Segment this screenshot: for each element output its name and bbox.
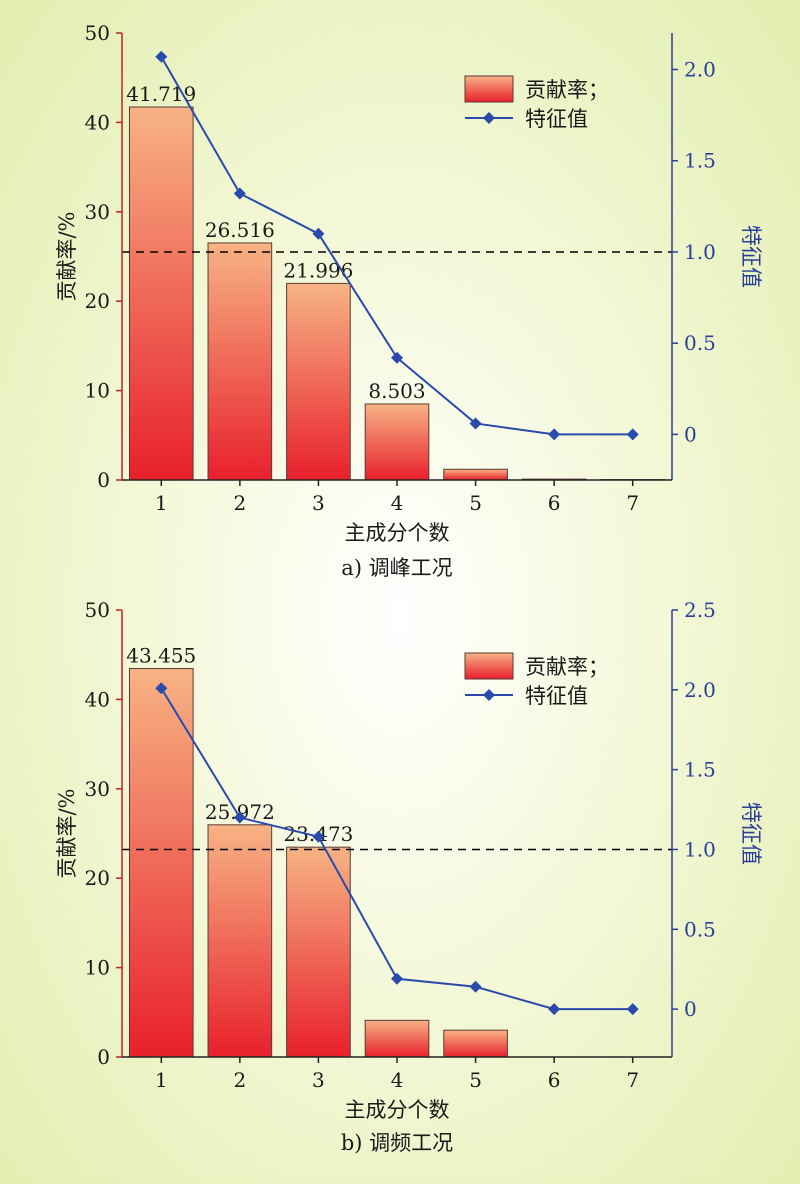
bar bbox=[365, 404, 429, 480]
x-tick-label: 1 bbox=[155, 491, 168, 515]
legend-bar-swatch bbox=[465, 653, 513, 679]
right-tick-label: 0 bbox=[684, 997, 697, 1021]
x-tick-label: 3 bbox=[312, 491, 325, 515]
x-tick-label: 5 bbox=[469, 491, 482, 515]
right-tick-label: 2.5 bbox=[684, 598, 716, 622]
x-tick-label: 4 bbox=[391, 491, 404, 515]
x-tick-label: 3 bbox=[312, 1068, 325, 1092]
legend-line-label: 特征值 bbox=[525, 107, 588, 131]
bar bbox=[287, 283, 351, 480]
legend-bar-label: 贡献率； bbox=[525, 655, 609, 679]
eigenvalue-point bbox=[391, 973, 403, 985]
legend-line-marker bbox=[483, 689, 495, 701]
panel-caption: b) 调频工况 bbox=[341, 1131, 453, 1155]
left-tick-label: 50 bbox=[85, 598, 110, 622]
eigenvalue-point bbox=[548, 1003, 560, 1015]
y2-axis-title: 特征值 bbox=[739, 225, 763, 288]
x-axis-title: 主成分个数 bbox=[345, 1098, 450, 1122]
x-axis-title: 主成分个数 bbox=[345, 521, 450, 545]
bar bbox=[365, 1020, 429, 1057]
left-tick-label: 0 bbox=[97, 468, 110, 492]
right-tick-label: 1.5 bbox=[684, 758, 716, 782]
panel-caption: a) 调峰工况 bbox=[341, 556, 452, 580]
bar-value-label: 26.516 bbox=[205, 218, 275, 242]
right-tick-label: 0 bbox=[684, 422, 697, 446]
right-tick-label: 1.0 bbox=[684, 240, 716, 264]
legend-line-label: 特征值 bbox=[525, 684, 588, 708]
eigenvalue-point bbox=[155, 51, 167, 63]
left-tick-label: 20 bbox=[85, 289, 110, 313]
chart-panel-b: 43.45525.97223.4730102030405000.51.01.52… bbox=[55, 598, 763, 1155]
y-axis-title: 贡献率/% bbox=[55, 788, 79, 878]
right-tick-label: 0.5 bbox=[684, 331, 716, 355]
right-tick-label: 1.0 bbox=[684, 837, 716, 861]
right-tick-label: 1.5 bbox=[684, 149, 716, 173]
bar bbox=[444, 1030, 508, 1057]
eigenvalue-point bbox=[312, 228, 324, 240]
left-tick-label: 30 bbox=[85, 200, 110, 224]
y-axis-title: 贡献率/% bbox=[55, 211, 79, 301]
x-tick-label: 5 bbox=[469, 1068, 482, 1092]
left-tick-label: 40 bbox=[85, 110, 110, 134]
left-tick-label: 0 bbox=[97, 1045, 110, 1069]
x-tick-label: 7 bbox=[626, 491, 639, 515]
bar-value-label: 21.996 bbox=[283, 258, 353, 282]
left-tick-label: 20 bbox=[85, 866, 110, 890]
bar bbox=[208, 243, 272, 480]
right-tick-label: 2.0 bbox=[684, 57, 716, 81]
eigenvalue-point bbox=[234, 188, 246, 200]
eigenvalue-point bbox=[627, 1003, 639, 1015]
right-tick-label: 2.0 bbox=[684, 678, 716, 702]
right-tick-label: 0.5 bbox=[684, 917, 716, 941]
eigenvalue-point bbox=[548, 428, 560, 440]
chart-panel-a: 41.719 26.516 21.996 8.503 0 10 20 30 40 50 0 0.5 1.… bbox=[55, 21, 763, 580]
left-tick-label: 50 bbox=[85, 21, 110, 45]
x-tick-label: 7 bbox=[626, 1068, 639, 1092]
left-tick-label: 40 bbox=[85, 687, 110, 711]
x-tick-label: 2 bbox=[233, 1068, 246, 1092]
left-tick-label: 10 bbox=[85, 956, 110, 980]
x-tick-label: 6 bbox=[548, 1068, 561, 1092]
x-tick-label: 6 bbox=[548, 491, 561, 515]
x-tick-label: 1 bbox=[155, 1068, 168, 1092]
bar bbox=[444, 469, 508, 480]
x-tick-label: 4 bbox=[391, 1068, 404, 1092]
bar-value-label: 41.719 bbox=[126, 82, 196, 106]
bar bbox=[129, 107, 193, 480]
eigenvalue-point bbox=[470, 981, 482, 993]
legend-bar-swatch bbox=[465, 76, 513, 102]
legend-line-marker bbox=[483, 112, 495, 124]
eigenvalue-point bbox=[627, 428, 639, 440]
bar-value-label: 43.455 bbox=[126, 644, 196, 668]
y2-axis-title: 特征值 bbox=[739, 802, 763, 865]
legend-bar-label: 贡献率； bbox=[525, 78, 609, 102]
left-tick-label: 30 bbox=[85, 777, 110, 801]
bar-value-label: 8.503 bbox=[368, 379, 425, 403]
bar bbox=[208, 825, 272, 1057]
left-tick-label: 10 bbox=[85, 379, 110, 403]
x-tick-label: 2 bbox=[233, 491, 246, 515]
